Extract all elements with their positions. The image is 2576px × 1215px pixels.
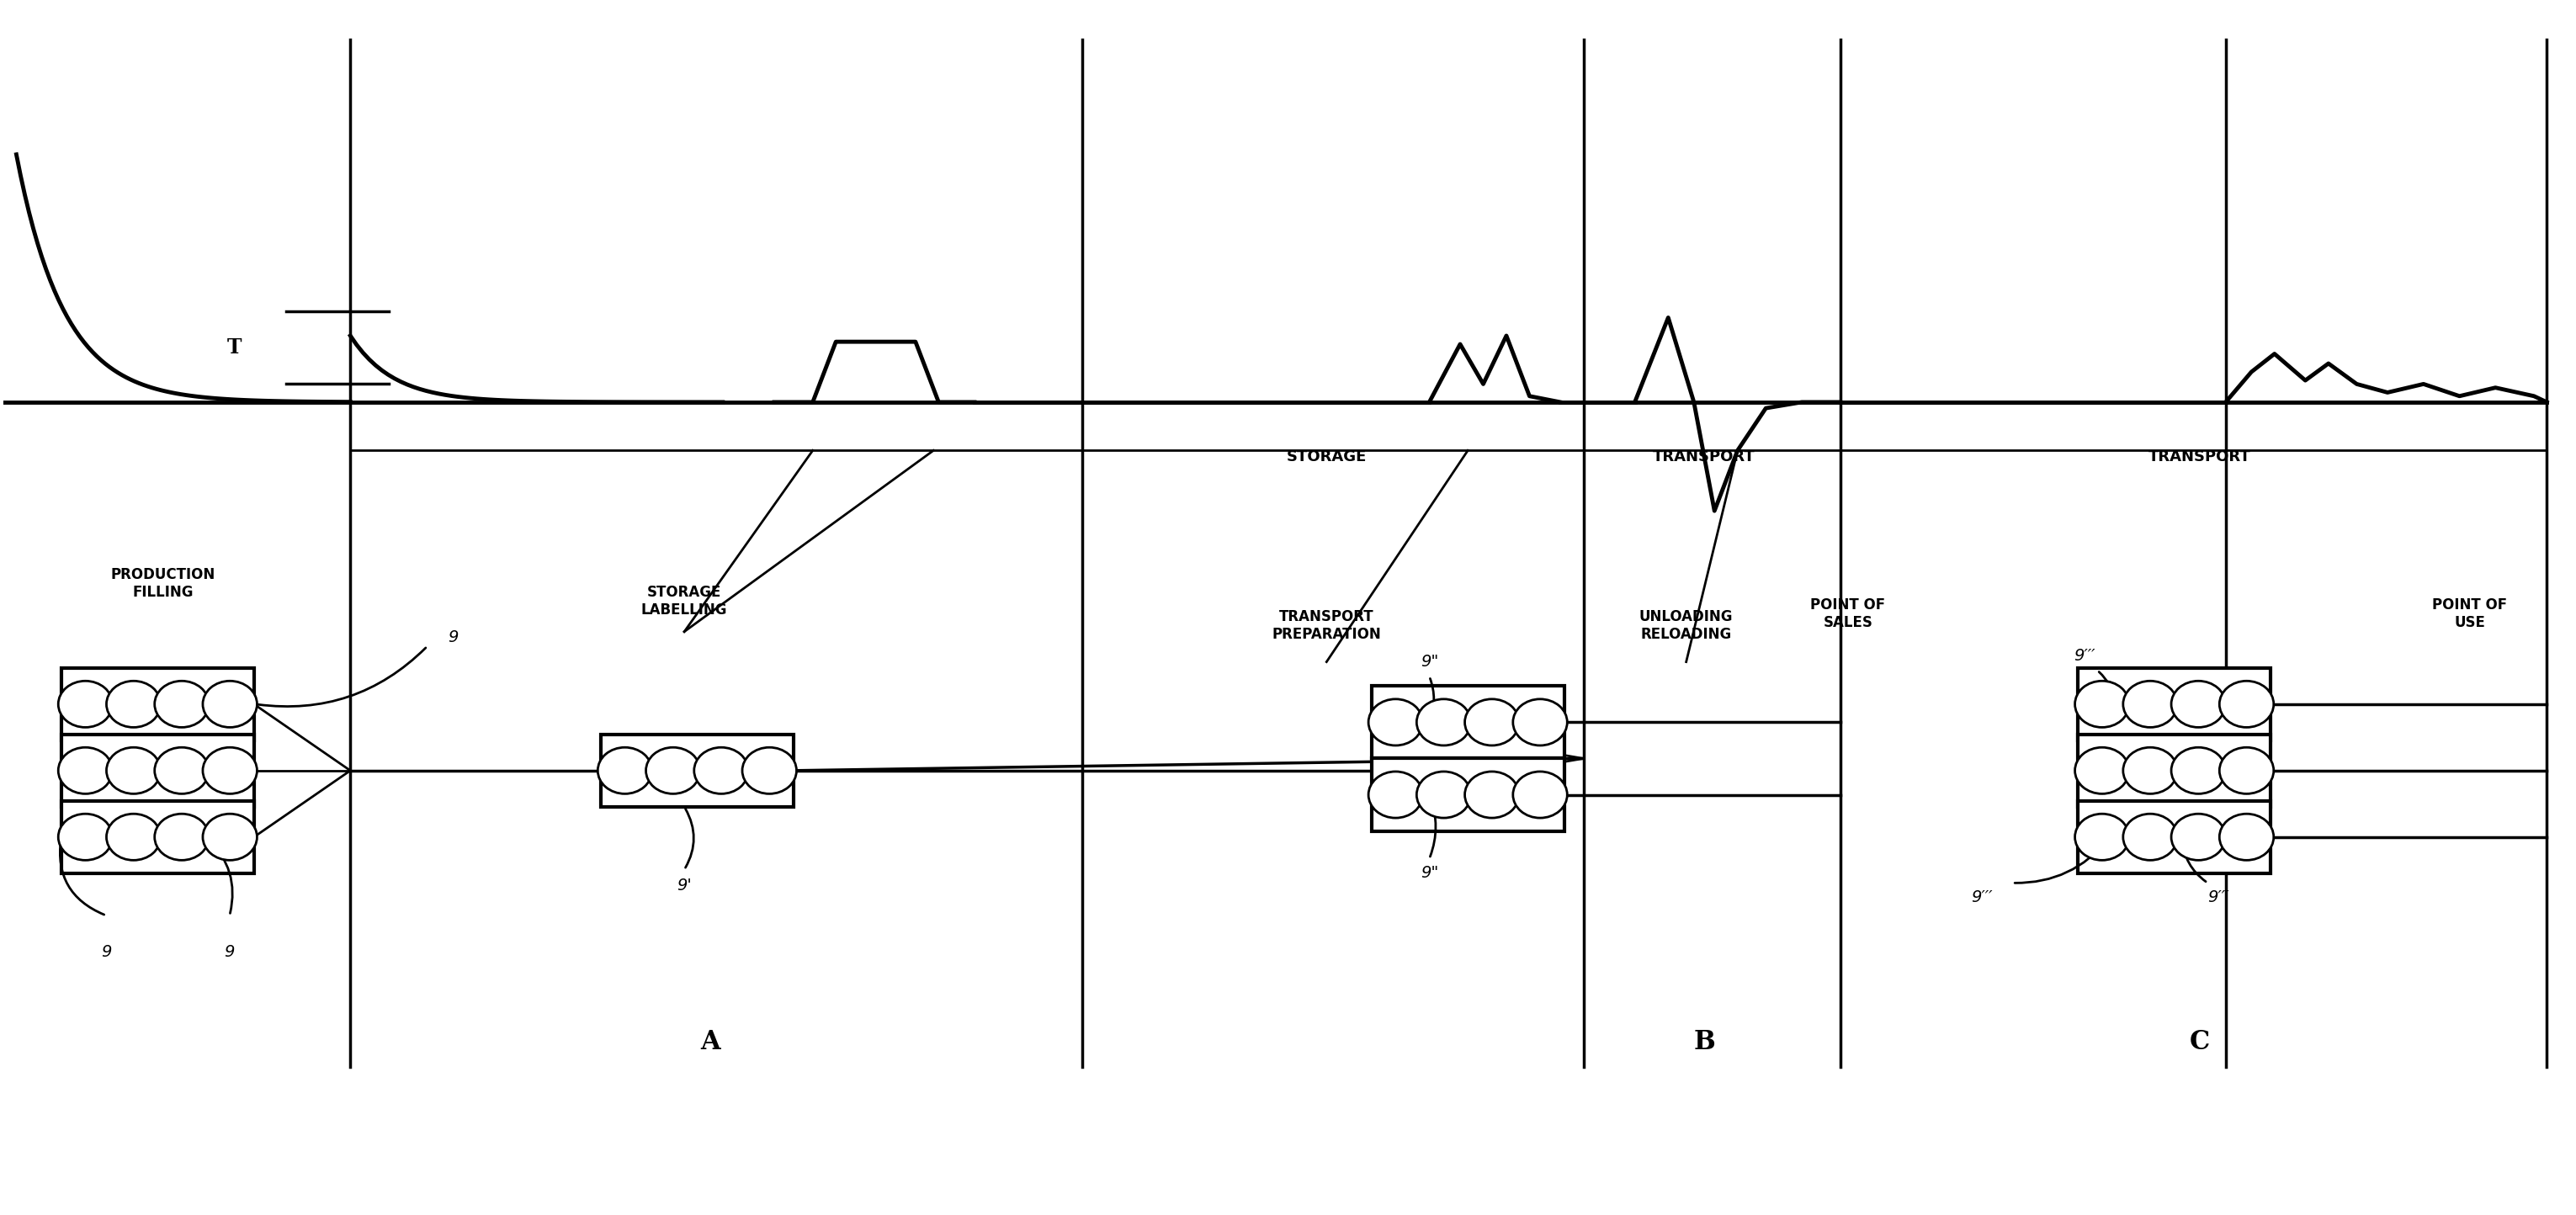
Ellipse shape	[2074, 747, 2130, 793]
Ellipse shape	[693, 747, 750, 793]
Ellipse shape	[2074, 680, 2130, 728]
Text: C: C	[2190, 1029, 2210, 1056]
Ellipse shape	[1368, 699, 1422, 746]
Text: 9": 9"	[1419, 654, 1437, 669]
Bar	[2079, 734, 2269, 807]
Text: 9′′′: 9′′′	[2208, 889, 2228, 905]
Ellipse shape	[155, 814, 209, 860]
Ellipse shape	[106, 747, 160, 793]
Text: 9: 9	[448, 629, 459, 645]
Bar	[1370, 758, 1564, 831]
Ellipse shape	[2074, 814, 2130, 860]
Ellipse shape	[1512, 699, 1566, 746]
Bar	[62, 668, 255, 740]
Text: 9: 9	[224, 944, 234, 960]
Ellipse shape	[204, 747, 258, 793]
Ellipse shape	[2172, 680, 2226, 728]
Text: 9′′′: 9′′′	[1971, 889, 1991, 905]
Text: T: T	[227, 338, 242, 358]
Ellipse shape	[59, 747, 113, 793]
Ellipse shape	[2123, 747, 2177, 793]
Ellipse shape	[1368, 772, 1422, 818]
Bar	[62, 734, 255, 807]
Ellipse shape	[1512, 772, 1566, 818]
Text: UNLOADING
RELOADING: UNLOADING RELOADING	[1638, 609, 1734, 642]
Ellipse shape	[155, 680, 209, 728]
Ellipse shape	[598, 747, 652, 793]
Ellipse shape	[59, 680, 113, 728]
Ellipse shape	[106, 680, 160, 728]
Text: 9': 9'	[677, 877, 693, 893]
Ellipse shape	[1417, 699, 1471, 746]
Text: TRANSPORT: TRANSPORT	[2148, 448, 2251, 464]
Ellipse shape	[1417, 772, 1471, 818]
Ellipse shape	[2172, 814, 2226, 860]
Text: TRANSPORT: TRANSPORT	[1654, 448, 1754, 464]
Text: STORAGE
LABELLING: STORAGE LABELLING	[641, 586, 726, 617]
Text: POINT OF
SALES: POINT OF SALES	[1811, 598, 1886, 629]
Text: B: B	[1692, 1029, 1716, 1056]
Bar	[2079, 668, 2269, 740]
Text: 9": 9"	[1419, 865, 1437, 881]
Ellipse shape	[2172, 747, 2226, 793]
Ellipse shape	[742, 747, 796, 793]
Ellipse shape	[155, 747, 209, 793]
Bar	[62, 801, 255, 874]
Text: POINT OF
USE: POINT OF USE	[2432, 598, 2506, 629]
Ellipse shape	[2221, 814, 2275, 860]
Ellipse shape	[647, 747, 701, 793]
Ellipse shape	[1466, 772, 1520, 818]
Ellipse shape	[106, 814, 160, 860]
Ellipse shape	[204, 680, 258, 728]
Ellipse shape	[2221, 680, 2275, 728]
Text: 9: 9	[100, 944, 111, 960]
Ellipse shape	[204, 814, 258, 860]
Bar	[2079, 801, 2269, 874]
Ellipse shape	[1466, 699, 1520, 746]
Text: A: A	[701, 1029, 719, 1056]
Bar	[600, 734, 793, 807]
Text: 9′′′: 9′′′	[2074, 648, 2094, 663]
Text: TRANSPORT
PREPARATION: TRANSPORT PREPARATION	[1273, 609, 1381, 642]
Text: STORAGE: STORAGE	[1285, 448, 1368, 464]
Ellipse shape	[59, 814, 113, 860]
Bar	[1370, 686, 1564, 758]
Text: PRODUCTION
FILLING: PRODUCTION FILLING	[111, 567, 214, 600]
Ellipse shape	[2221, 747, 2275, 793]
Ellipse shape	[2123, 814, 2177, 860]
Ellipse shape	[2123, 680, 2177, 728]
